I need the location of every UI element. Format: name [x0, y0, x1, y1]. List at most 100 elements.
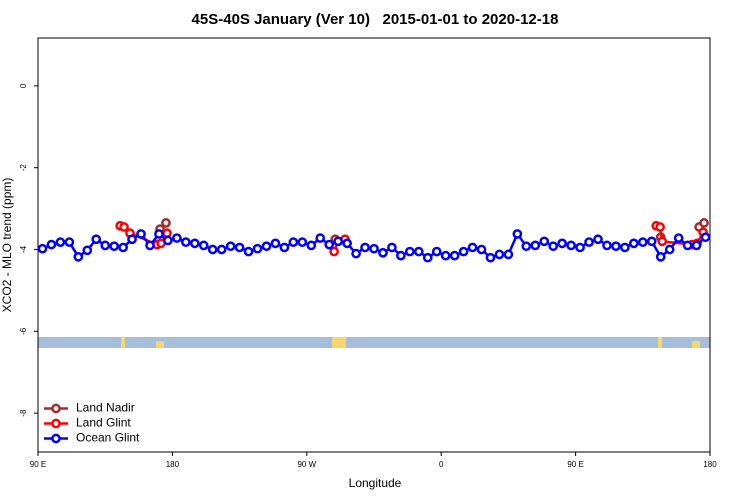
x-tick-label: 90 E: [567, 460, 583, 469]
point: [243, 246, 254, 257]
point: [593, 234, 603, 245]
y-tick-label: -2: [19, 164, 28, 172]
point: [342, 238, 352, 249]
point: [64, 237, 75, 247]
point: [673, 233, 684, 243]
point: [530, 240, 541, 251]
point: [252, 243, 263, 254]
point: [422, 252, 433, 263]
point: [270, 238, 281, 249]
point: [584, 237, 594, 247]
y-tick-label: -4: [19, 245, 28, 253]
x-tick-label: 90 E: [30, 460, 46, 469]
point: [431, 246, 442, 257]
point: [575, 242, 585, 253]
point: [297, 237, 308, 247]
point: [163, 235, 173, 246]
legend-label: Ocean Glint: [76, 431, 140, 445]
point: [119, 222, 129, 232]
y-tick-label: 0: [19, 83, 28, 88]
x-tick-label: 180: [166, 460, 180, 469]
point: [664, 244, 675, 255]
y-tick-label: -8: [19, 409, 28, 417]
point: [351, 248, 361, 259]
point: [467, 242, 478, 253]
point: [162, 228, 172, 238]
point: [404, 246, 415, 257]
point: [620, 242, 630, 253]
point: [387, 242, 397, 253]
legend-marker: [51, 403, 61, 414]
point: [91, 234, 102, 245]
point: [154, 229, 164, 239]
point: [216, 244, 227, 255]
point: [288, 237, 299, 247]
x-tick-label: 0: [439, 460, 444, 469]
legend-label: Land Glint: [76, 416, 131, 430]
point: [172, 233, 182, 243]
point: [180, 237, 191, 247]
point: [73, 252, 84, 262]
point: [369, 243, 379, 254]
point: [691, 240, 702, 251]
point: [306, 240, 317, 251]
point: [261, 241, 272, 252]
point: [628, 238, 639, 249]
y-axis-label: XCO2 - MLO trend (ppm): [0, 178, 14, 313]
legend-label: Land Nadir: [76, 401, 135, 415]
legend-marker: [51, 433, 61, 444]
point: [637, 237, 648, 247]
point: [82, 245, 93, 256]
point: [539, 236, 550, 247]
point: [485, 252, 496, 263]
legend-marker: [51, 418, 61, 429]
point: [655, 252, 666, 262]
point: [207, 244, 218, 255]
point: [118, 242, 128, 253]
point: [189, 238, 200, 249]
point: [329, 246, 339, 257]
point: [413, 246, 424, 257]
series-line: [159, 221, 705, 230]
point: [458, 246, 469, 257]
point: [100, 240, 111, 251]
y-tick-label: -6: [19, 327, 28, 335]
point: [611, 241, 621, 252]
point: [37, 243, 48, 254]
point: [324, 239, 335, 250]
point: [55, 237, 66, 247]
point: [127, 234, 137, 245]
point: [225, 241, 236, 252]
point: [503, 249, 514, 260]
point: [109, 241, 120, 252]
point: [682, 240, 693, 251]
point: [512, 229, 523, 239]
point: [396, 250, 406, 261]
point: [279, 242, 290, 253]
point: [602, 240, 612, 251]
point: [315, 233, 326, 243]
point: [494, 249, 505, 260]
point: [655, 222, 665, 232]
point: [548, 241, 559, 252]
point: [378, 247, 388, 258]
point: [699, 218, 709, 228]
x-tick-label: 90 W: [297, 460, 316, 469]
land-strip: [38, 337, 710, 348]
point: [646, 236, 657, 247]
point: [360, 242, 370, 253]
point: [440, 250, 451, 261]
plot-frame: [37, 37, 711, 453]
point: [145, 240, 155, 251]
chart-title: 45S-40S January (Ver 10) 2015-01-01 to 2…: [192, 11, 559, 28]
point: [449, 250, 460, 261]
point: [700, 232, 711, 243]
x-axis-label: Longitude: [349, 476, 402, 490]
x-tick-label: 180: [703, 460, 717, 469]
point: [521, 241, 532, 252]
point: [161, 218, 171, 228]
point: [333, 236, 344, 247]
point: [46, 239, 57, 250]
point: [198, 240, 209, 251]
